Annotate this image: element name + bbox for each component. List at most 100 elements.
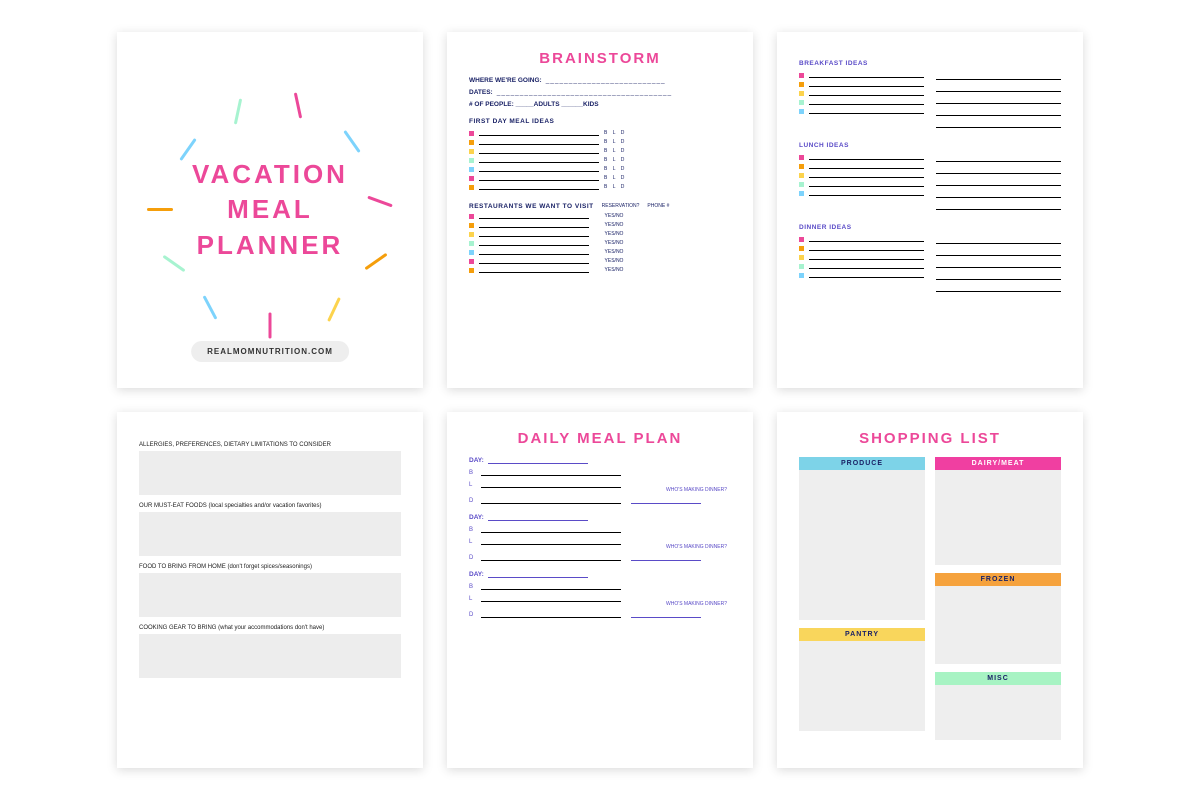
restaurant-row[interactable]: YES/NO <box>469 258 731 264</box>
frozen-box[interactable] <box>935 586 1061 664</box>
idea-line[interactable] <box>809 99 924 105</box>
b-line[interactable] <box>481 583 621 590</box>
idea-line[interactable] <box>936 108 1061 116</box>
idea-row[interactable] <box>799 163 924 169</box>
dinner-person-line[interactable] <box>631 611 701 618</box>
idea-line[interactable] <box>809 81 924 87</box>
idea-row[interactable] <box>799 72 924 78</box>
idea-line[interactable] <box>809 263 924 269</box>
restaurant-line[interactable] <box>479 258 589 264</box>
people-label[interactable]: # OF PEOPLE: _____ADULTS ______KIDS <box>469 101 599 108</box>
idea-row[interactable] <box>799 81 924 87</box>
idea-line[interactable] <box>936 248 1061 256</box>
idea-row[interactable] <box>799 108 924 114</box>
idea-row[interactable] <box>799 254 924 260</box>
gear-box[interactable] <box>139 634 401 678</box>
idea-line[interactable] <box>936 190 1061 198</box>
idea-line[interactable] <box>809 236 924 242</box>
meal-line[interactable] <box>479 166 599 172</box>
restaurant-row[interactable]: YES/NO <box>469 222 731 228</box>
idea-line[interactable] <box>809 90 924 96</box>
idea-row[interactable] <box>799 172 924 178</box>
idea-line[interactable] <box>936 84 1061 92</box>
idea-line[interactable] <box>936 272 1061 280</box>
idea-row[interactable] <box>799 272 924 278</box>
d-line[interactable] <box>481 497 621 504</box>
pantry-box[interactable] <box>799 641 925 731</box>
idea-line[interactable] <box>936 260 1061 268</box>
restaurant-line[interactable] <box>479 240 589 246</box>
idea-line[interactable] <box>936 120 1061 128</box>
day-line[interactable] <box>488 571 588 578</box>
musteat-box[interactable] <box>139 512 401 556</box>
idea-row[interactable] <box>799 181 924 187</box>
dates-blank[interactable]: ______________________________________ <box>497 89 672 96</box>
restaurant-line[interactable] <box>479 249 589 255</box>
idea-line[interactable] <box>809 190 924 196</box>
b-line[interactable] <box>481 526 621 533</box>
where-blank[interactable]: __________________________ <box>546 77 666 84</box>
l-line[interactable] <box>481 538 621 545</box>
restaurant-row[interactable]: YES/NO <box>469 267 731 273</box>
restaurant-row[interactable]: YES/NO <box>469 240 731 246</box>
meal-line[interactable] <box>479 175 599 181</box>
idea-row[interactable] <box>799 236 924 242</box>
bringhome-box[interactable] <box>139 573 401 617</box>
meal-idea-row[interactable]: B L D <box>469 139 731 145</box>
idea-row[interactable] <box>799 190 924 196</box>
idea-line[interactable] <box>809 72 924 78</box>
restaurant-line[interactable] <box>479 222 589 228</box>
day-line[interactable] <box>488 514 588 521</box>
meal-line[interactable] <box>479 148 599 154</box>
idea-line[interactable] <box>809 181 924 187</box>
meal-idea-row[interactable]: B L D <box>469 157 731 163</box>
restaurant-line[interactable] <box>479 267 589 273</box>
restaurant-row[interactable]: YES/NO <box>469 231 731 237</box>
idea-line[interactable] <box>809 254 924 260</box>
dinner-person-line[interactable] <box>631 497 701 504</box>
idea-line[interactable] <box>936 178 1061 186</box>
misc-box[interactable] <box>935 685 1061 740</box>
allergies-box[interactable] <box>139 451 401 495</box>
idea-row[interactable] <box>799 154 924 160</box>
idea-row[interactable] <box>799 99 924 105</box>
idea-line[interactable] <box>809 172 924 178</box>
idea-line[interactable] <box>936 154 1061 162</box>
idea-line[interactable] <box>936 72 1061 80</box>
idea-line[interactable] <box>936 96 1061 104</box>
meal-idea-row[interactable]: B L D <box>469 148 731 154</box>
meal-line[interactable] <box>479 139 599 145</box>
idea-line[interactable] <box>809 272 924 278</box>
meal-idea-row[interactable]: B L D <box>469 175 731 181</box>
idea-line[interactable] <box>936 166 1061 174</box>
idea-line[interactable] <box>809 154 924 160</box>
idea-row[interactable] <box>799 245 924 251</box>
idea-row[interactable] <box>799 263 924 269</box>
idea-line[interactable] <box>936 284 1061 292</box>
d-line[interactable] <box>481 554 621 561</box>
meal-idea-row[interactable]: B L D <box>469 130 731 136</box>
idea-line[interactable] <box>936 236 1061 244</box>
idea-line[interactable] <box>936 202 1061 210</box>
l-line[interactable] <box>481 481 621 488</box>
idea-line[interactable] <box>809 108 924 114</box>
meal-idea-row[interactable]: B L D <box>469 166 731 172</box>
restaurant-row[interactable]: YES/NO <box>469 249 731 255</box>
meal-idea-row[interactable]: B L D <box>469 184 731 190</box>
produce-box[interactable] <box>799 470 925 620</box>
dinner-person-line[interactable] <box>631 554 701 561</box>
restaurant-line[interactable] <box>479 231 589 237</box>
b-line[interactable] <box>481 469 621 476</box>
dairy-box[interactable] <box>935 470 1061 565</box>
l-line[interactable] <box>481 595 621 602</box>
day-line[interactable] <box>488 457 588 464</box>
idea-row[interactable] <box>799 90 924 96</box>
restaurant-line[interactable] <box>479 213 589 219</box>
meal-line[interactable] <box>479 157 599 163</box>
idea-line[interactable] <box>809 245 924 251</box>
restaurant-row[interactable]: YES/NO <box>469 213 731 219</box>
meal-line[interactable] <box>479 130 599 136</box>
meal-line[interactable] <box>479 184 599 190</box>
d-line[interactable] <box>481 611 621 618</box>
idea-line[interactable] <box>809 163 924 169</box>
